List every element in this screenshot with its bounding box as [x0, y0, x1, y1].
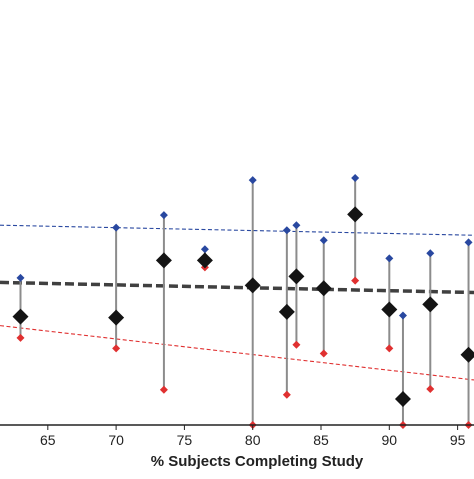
- lower-marker-5: [282, 390, 291, 399]
- x-tick-label-85: 85: [313, 432, 329, 448]
- lower-marker-8: [351, 276, 360, 285]
- lower-marker-7: [319, 349, 328, 358]
- x-tick-label-75: 75: [177, 432, 193, 448]
- center-marker-11: [422, 296, 439, 313]
- upper-marker-5: [282, 226, 291, 235]
- center-marker-8: [347, 206, 364, 223]
- upper-marker-2: [159, 211, 168, 220]
- upper-marker-1: [112, 223, 121, 232]
- x-tick-label-95: 95: [450, 432, 466, 448]
- center-marker-3: [196, 252, 213, 269]
- x-tick-label-65: 65: [40, 432, 56, 448]
- upper-marker-11: [426, 249, 435, 258]
- center-marker-9: [381, 301, 398, 318]
- center-trend-line: [0, 280, 474, 295]
- lower-trend-line: [0, 325, 474, 381]
- center-marker-0: [12, 308, 29, 325]
- trend-lines: [0, 224, 474, 381]
- x-tick-label-70: 70: [108, 432, 124, 448]
- center-marker-12: [460, 346, 474, 363]
- upper-marker-9: [385, 254, 394, 263]
- lower-marker-9: [385, 344, 394, 353]
- markers: [12, 174, 474, 429]
- lower-marker-6: [292, 340, 301, 349]
- x-axis-title: % Subjects Completing Study: [151, 453, 364, 470]
- upper-marker-3: [200, 245, 209, 254]
- upper-marker-8: [351, 174, 360, 183]
- upper-marker-4: [248, 176, 257, 185]
- lower-marker-2: [159, 385, 168, 394]
- center-marker-1: [108, 309, 125, 326]
- x-tick-label-80: 80: [245, 432, 261, 448]
- x-tick-label-90: 90: [382, 432, 398, 448]
- lower-marker-1: [112, 344, 121, 353]
- upper-marker-12: [464, 238, 473, 247]
- center-marker-6: [288, 268, 305, 285]
- lower-marker-0: [16, 333, 25, 342]
- center-marker-2: [155, 252, 172, 269]
- center-marker-10: [394, 391, 411, 408]
- upper-trend-line: [0, 224, 474, 236]
- upper-marker-6: [292, 221, 301, 230]
- center-marker-4: [244, 277, 261, 294]
- upper-marker-7: [319, 236, 328, 245]
- whiskers: [19, 178, 470, 425]
- lower-marker-11: [426, 384, 435, 393]
- x-ticks: 65 70 75 80 85 90 95: [40, 425, 466, 448]
- center-marker-5: [278, 303, 295, 320]
- upper-marker-10: [398, 311, 407, 320]
- center-marker-7: [315, 280, 332, 297]
- upper-marker-0: [16, 273, 25, 282]
